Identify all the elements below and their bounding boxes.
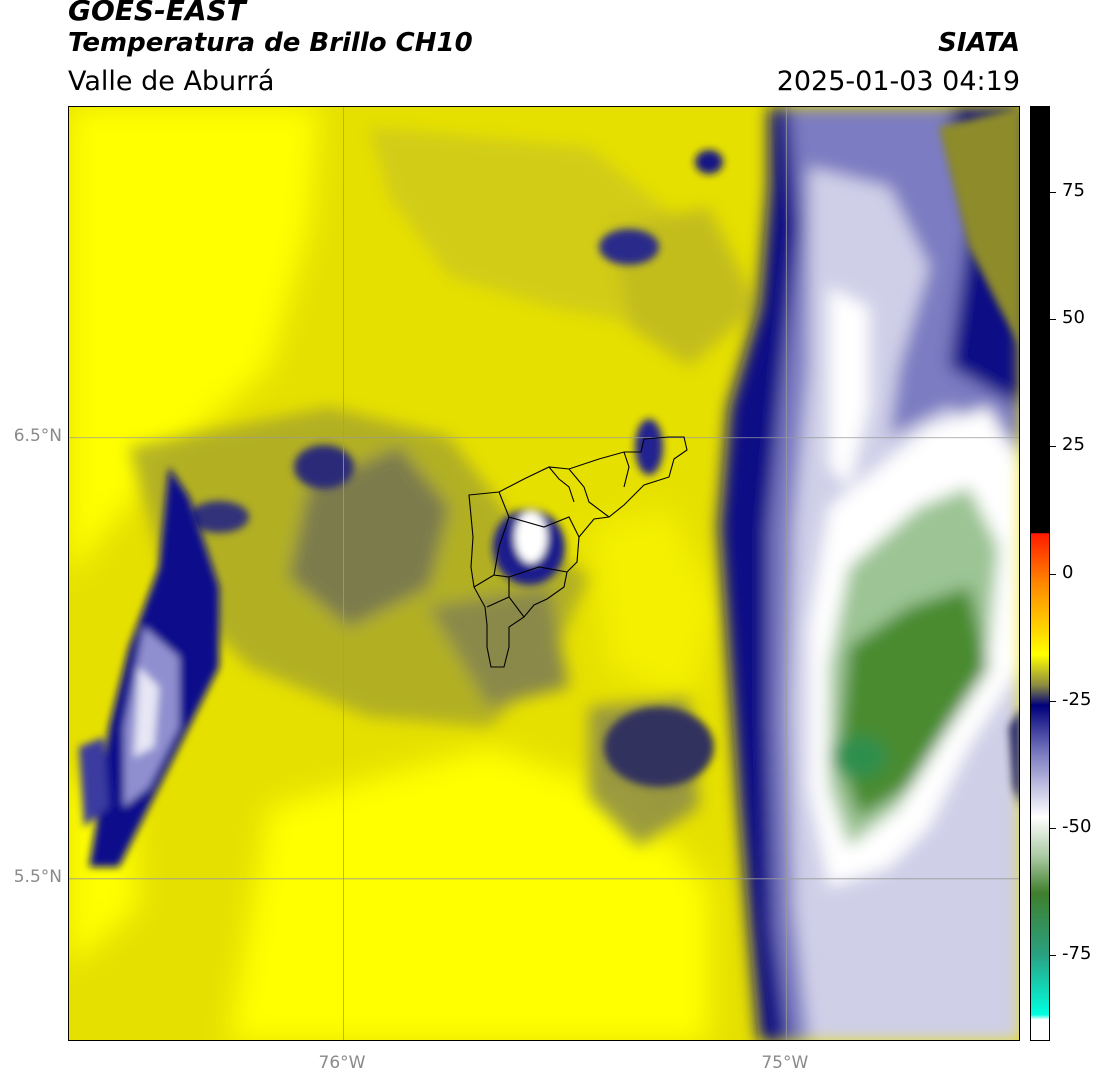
colorbar-tick <box>1050 954 1056 956</box>
boundary-internal <box>473 574 495 588</box>
colorbar-tick <box>1050 446 1056 448</box>
colorbar <box>1030 106 1050 1041</box>
colorbar-tick <box>1050 700 1056 702</box>
boundary-internal <box>548 466 575 503</box>
east-edge-details <box>939 107 1019 802</box>
satellite-title: GOES-EAST <box>68 0 246 27</box>
boundary-internal <box>623 451 630 488</box>
boundary-internal <box>486 596 510 608</box>
boundary-internal <box>498 491 580 538</box>
colorbar-tick-label: 0 <box>1062 561 1074 583</box>
mid-cloud-areas <box>129 127 759 847</box>
boundary-internal <box>493 516 568 578</box>
boundary-outline <box>468 436 688 668</box>
lon-tick-label: 75°W <box>761 1053 809 1073</box>
agency-title: SIATA <box>938 28 1020 58</box>
colorbar-tick <box>1050 192 1056 194</box>
colorbar-tick-label: 75 <box>1062 180 1085 202</box>
datetime-label: 2025-01-03 04:19 <box>776 66 1020 97</box>
graticule <box>69 107 1019 1040</box>
satellite-map[interactable] <box>68 106 1020 1041</box>
east-cloud-band <box>719 107 1019 1040</box>
warm-areas <box>69 107 719 1040</box>
product-title: Temperatura de Brillo CH10 <box>68 28 473 58</box>
west-cloud-band <box>79 467 219 867</box>
lat-tick-label: 6.5°N <box>13 425 62 446</box>
municipal-boundaries <box>468 436 688 668</box>
colorbar-tick-label: 25 <box>1062 434 1085 456</box>
region-title: Valle de Aburrá <box>68 66 275 97</box>
colorbar-tick <box>1050 319 1056 321</box>
colorbar-tick <box>1050 827 1056 829</box>
colorbar-tick-label: -50 <box>1062 815 1092 837</box>
colorbar-tick <box>1050 573 1056 575</box>
colorbar-tick-label: -75 <box>1062 942 1092 964</box>
boundary-internal <box>568 468 610 518</box>
colorbar-tick-label: 50 <box>1062 307 1085 329</box>
colorbar-tick-label: -25 <box>1062 688 1092 710</box>
map-svg <box>69 107 1019 1040</box>
lat-tick-label: 5.5°N <box>13 866 62 887</box>
lon-tick-label: 76°W <box>318 1053 366 1073</box>
cold-cloud-patches <box>189 150 723 787</box>
